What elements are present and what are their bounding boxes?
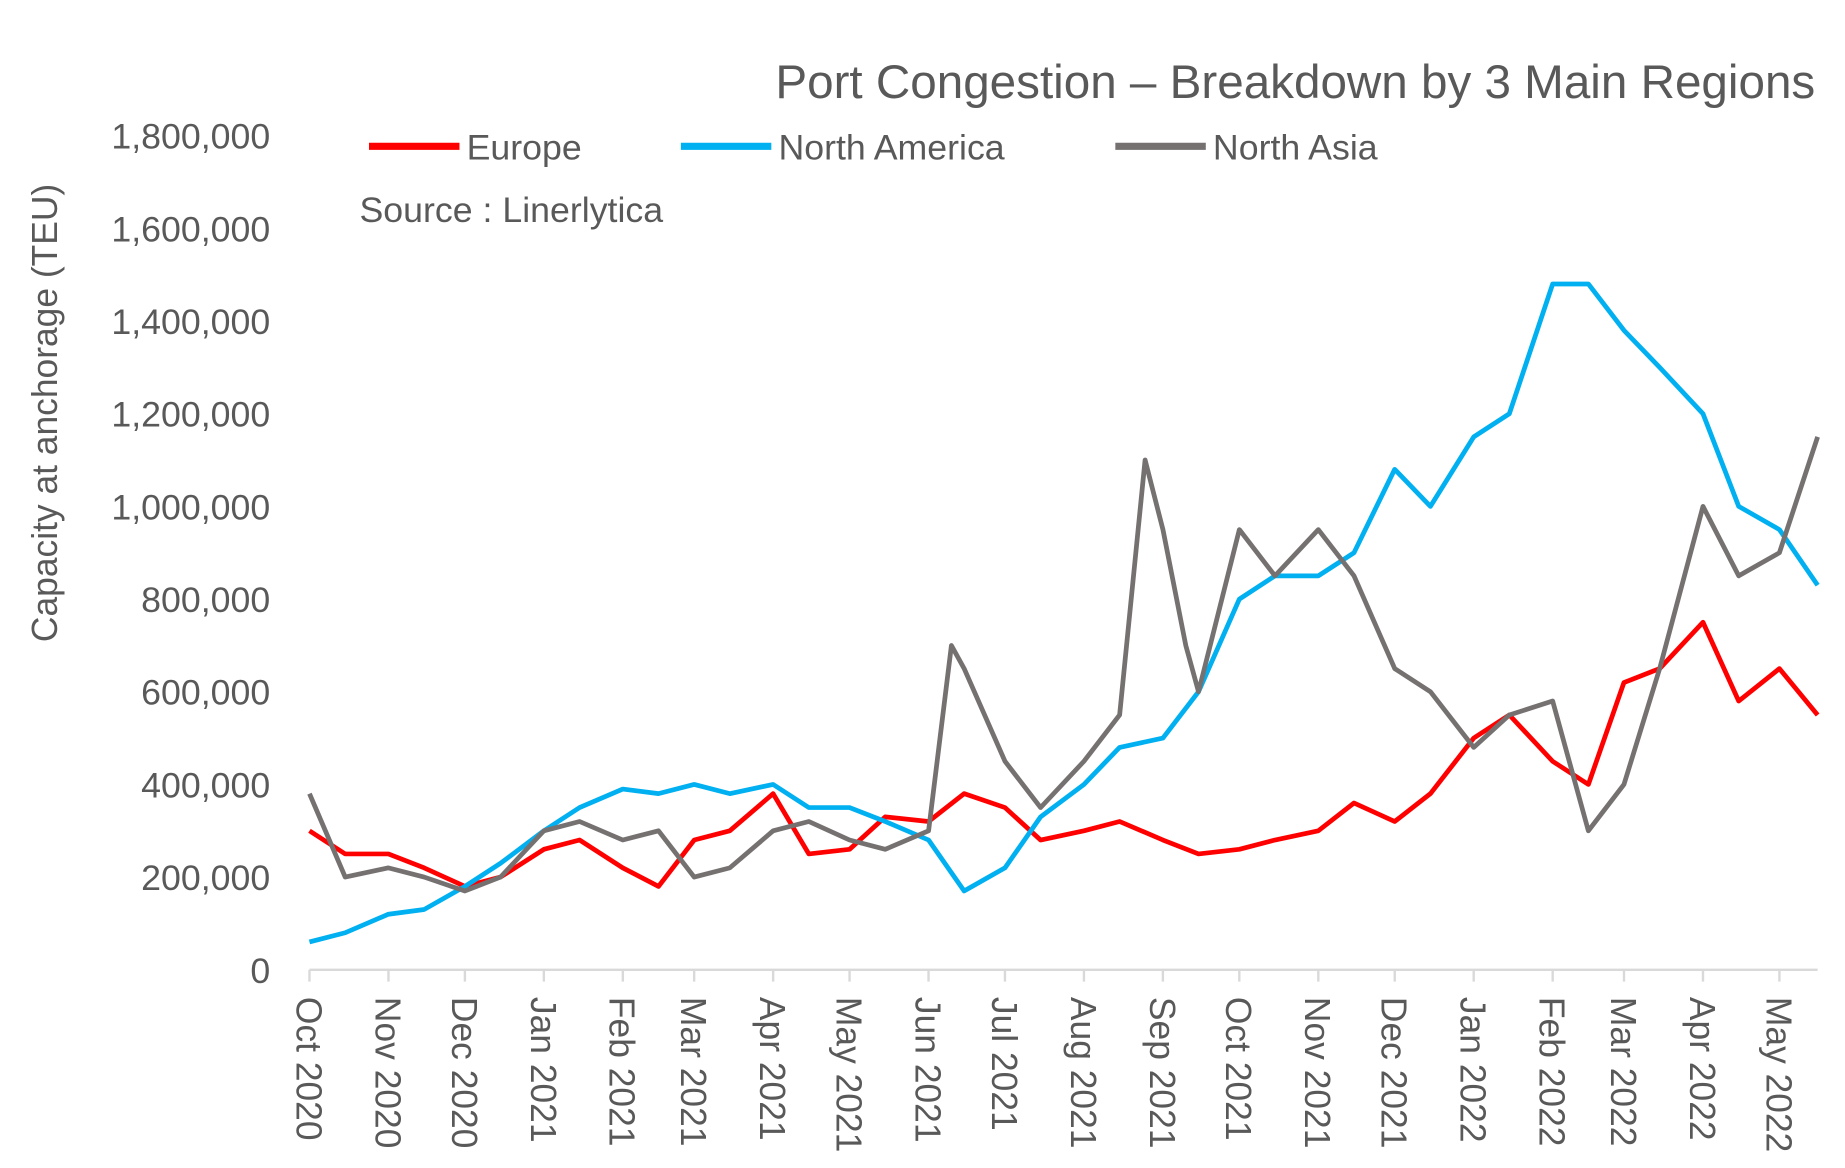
x-tick-label: Sep 2021 bbox=[1142, 997, 1182, 1149]
x-axis: Oct 2020 Nov 2020 Dec 2020 Jan 2021 Feb 2021… bbox=[288, 968, 1818, 1152]
x-tick-label: Jun 2021 bbox=[907, 997, 947, 1143]
series-line-north-america bbox=[308, 281, 1820, 945]
y-tick-label: 1,200,000 bbox=[111, 395, 270, 435]
x-tick-label: Mar 2022 bbox=[1603, 997, 1643, 1147]
x-tick-label: May 2022 bbox=[1758, 997, 1798, 1152]
legend-label: Europe bbox=[467, 127, 582, 167]
x-tick-label: Oct 2020 bbox=[288, 997, 328, 1141]
x-tick-label: May 2021 bbox=[828, 997, 868, 1152]
chart-subtitle: Source : Linerlytica bbox=[359, 190, 663, 230]
legend-label: North America bbox=[778, 127, 1004, 167]
chart-title: Port Congestion – Breakdown by 3 Main Re… bbox=[775, 56, 1815, 109]
x-tick-label: Mar 2021 bbox=[673, 997, 713, 1147]
x-tick-label: Nov 2021 bbox=[1297, 997, 1337, 1148]
x-tick-label: Oct 2021 bbox=[1218, 997, 1258, 1141]
y-tick-label: 1,800,000 bbox=[111, 117, 270, 157]
x-tick-label: Feb 2022 bbox=[1532, 997, 1572, 1147]
x-tick-label: Jan 2021 bbox=[523, 997, 563, 1143]
y-tick-label: 200,000 bbox=[141, 858, 270, 898]
y-tick-label: 1,000,000 bbox=[111, 488, 270, 528]
y-tick-label: 0 bbox=[250, 951, 270, 991]
y-tick-label: 400,000 bbox=[141, 766, 270, 806]
x-tick-label: Jan 2022 bbox=[1453, 997, 1493, 1143]
y-tick-label: 1,400,000 bbox=[111, 302, 270, 342]
x-tick-label: Aug 2021 bbox=[1063, 997, 1103, 1149]
x-tick-label: Dec 2020 bbox=[444, 997, 484, 1148]
y-tick-label: 1,600,000 bbox=[111, 209, 270, 249]
series-lines bbox=[307, 281, 1820, 945]
y-tick-label: 800,000 bbox=[141, 580, 270, 620]
y-axis: 0 200,000 400,000 600,000 800,000 1,000,000 1,… bbox=[111, 117, 270, 991]
x-tick-label: Apr 2021 bbox=[752, 997, 792, 1141]
x-tick-label: Nov 2020 bbox=[367, 997, 407, 1148]
x-tick-label: Apr 2022 bbox=[1682, 997, 1722, 1141]
y-axis-label: Capacity at anchorage (TEU) bbox=[25, 184, 65, 642]
legend-label: North Asia bbox=[1213, 127, 1378, 167]
legend: Europe North America North Asia bbox=[369, 127, 1378, 167]
series-line-north-asia bbox=[307, 436, 1820, 894]
y-tick-label: 600,000 bbox=[141, 673, 270, 713]
x-tick-label: Feb 2021 bbox=[602, 997, 642, 1147]
x-tick-label: Jul 2021 bbox=[984, 997, 1024, 1131]
x-tick-label: Dec 2021 bbox=[1374, 997, 1414, 1148]
series-line-europe bbox=[308, 619, 1820, 889]
